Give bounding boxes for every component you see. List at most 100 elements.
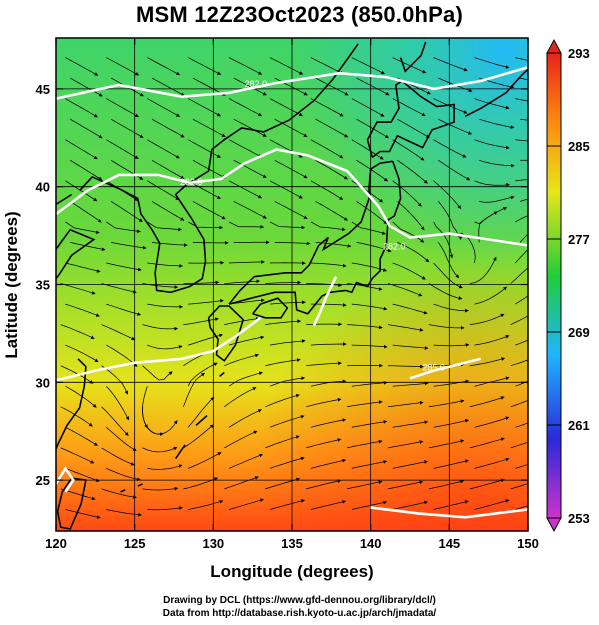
x-tick-label: 125 xyxy=(124,536,146,551)
streamline xyxy=(269,180,303,199)
streamline xyxy=(310,458,347,469)
streamline xyxy=(142,365,173,381)
streamline xyxy=(192,201,226,220)
streamline xyxy=(65,509,101,519)
streamline xyxy=(515,505,528,510)
streamline xyxy=(474,286,508,305)
streamline xyxy=(392,221,425,243)
streamline xyxy=(269,57,304,75)
streamline xyxy=(306,397,342,408)
streamline xyxy=(428,399,465,408)
streamline xyxy=(183,317,219,325)
colorbar-ticks: 253 261 269 277 285 293 xyxy=(547,46,590,526)
x-tick-label: 130 xyxy=(202,536,224,551)
streamline xyxy=(228,335,265,346)
x-tick-label: 135 xyxy=(281,536,303,551)
streamline xyxy=(188,98,222,117)
streamline xyxy=(233,118,267,137)
streamline xyxy=(437,242,460,279)
streamline xyxy=(510,315,528,325)
streamline xyxy=(351,57,386,75)
streamline xyxy=(65,180,98,202)
streamline xyxy=(101,324,136,341)
streamline xyxy=(515,215,528,223)
streamline xyxy=(188,299,224,305)
streamline xyxy=(147,464,183,470)
streamline xyxy=(392,262,426,280)
streamline xyxy=(310,262,347,268)
streamline xyxy=(387,283,423,297)
streamline xyxy=(351,98,385,117)
streamline xyxy=(274,118,308,137)
streamline xyxy=(438,159,471,181)
map-panel: 285.0 282.0 282.0 282.0 xyxy=(56,38,528,531)
streamline xyxy=(269,300,306,305)
streamline xyxy=(224,353,260,367)
streamline xyxy=(269,339,306,346)
contour-label: 282.0 xyxy=(180,177,203,187)
streamline xyxy=(310,98,344,117)
streamline xyxy=(474,98,510,110)
streamline xyxy=(60,324,95,339)
coastline-segment xyxy=(252,297,289,319)
streamline xyxy=(392,344,429,350)
streamline xyxy=(433,139,467,158)
streamline xyxy=(228,453,264,469)
streamline xyxy=(224,430,258,449)
streamline xyxy=(147,344,183,350)
streamline xyxy=(392,460,429,469)
streamline xyxy=(183,372,206,407)
streamline xyxy=(356,77,390,96)
colorbar-tick-label: 269 xyxy=(568,325,590,340)
streamline xyxy=(310,500,347,510)
streamline xyxy=(106,262,142,272)
streamline xyxy=(520,77,528,81)
streamline xyxy=(188,221,224,230)
streamline xyxy=(265,477,301,490)
streamline xyxy=(106,57,140,76)
streamline xyxy=(474,416,510,428)
streamline xyxy=(479,195,515,203)
streamline xyxy=(274,241,311,246)
streamline xyxy=(515,179,528,182)
streamline xyxy=(310,221,346,232)
streamline xyxy=(515,339,528,346)
streamline xyxy=(106,221,141,234)
streamline xyxy=(147,303,184,309)
streamline xyxy=(351,500,388,510)
streamline xyxy=(515,98,528,102)
streamline xyxy=(392,381,429,387)
streamline xyxy=(438,118,473,135)
streamline xyxy=(351,180,384,203)
streamline xyxy=(274,201,308,219)
streamline xyxy=(65,262,101,273)
coastline-segment xyxy=(56,358,87,452)
y-tick-label: 45 xyxy=(36,82,50,97)
streamline xyxy=(433,262,463,289)
streamline xyxy=(433,180,462,210)
streamline xyxy=(70,159,103,181)
streamline xyxy=(310,379,347,387)
streamline xyxy=(474,57,510,69)
streamline xyxy=(229,260,265,264)
streamline xyxy=(519,198,528,202)
streamline xyxy=(60,406,93,427)
streamline xyxy=(351,420,388,428)
streamline xyxy=(458,232,476,264)
streamline xyxy=(469,396,505,408)
streamline xyxy=(147,262,184,268)
streamline xyxy=(479,159,515,168)
streamline xyxy=(147,139,180,159)
streamline xyxy=(224,387,257,408)
streamline xyxy=(188,180,221,199)
colorbar-tick-label: 277 xyxy=(568,232,590,247)
streamline xyxy=(110,159,144,180)
streamline xyxy=(106,427,137,451)
streamline xyxy=(433,303,469,313)
streamline xyxy=(233,201,267,219)
streamline xyxy=(433,221,454,259)
footer-credit-data: Data from http://database.rish.kyoto-u.a… xyxy=(162,608,437,619)
coastline-segment xyxy=(207,305,245,362)
streamline xyxy=(306,479,342,490)
